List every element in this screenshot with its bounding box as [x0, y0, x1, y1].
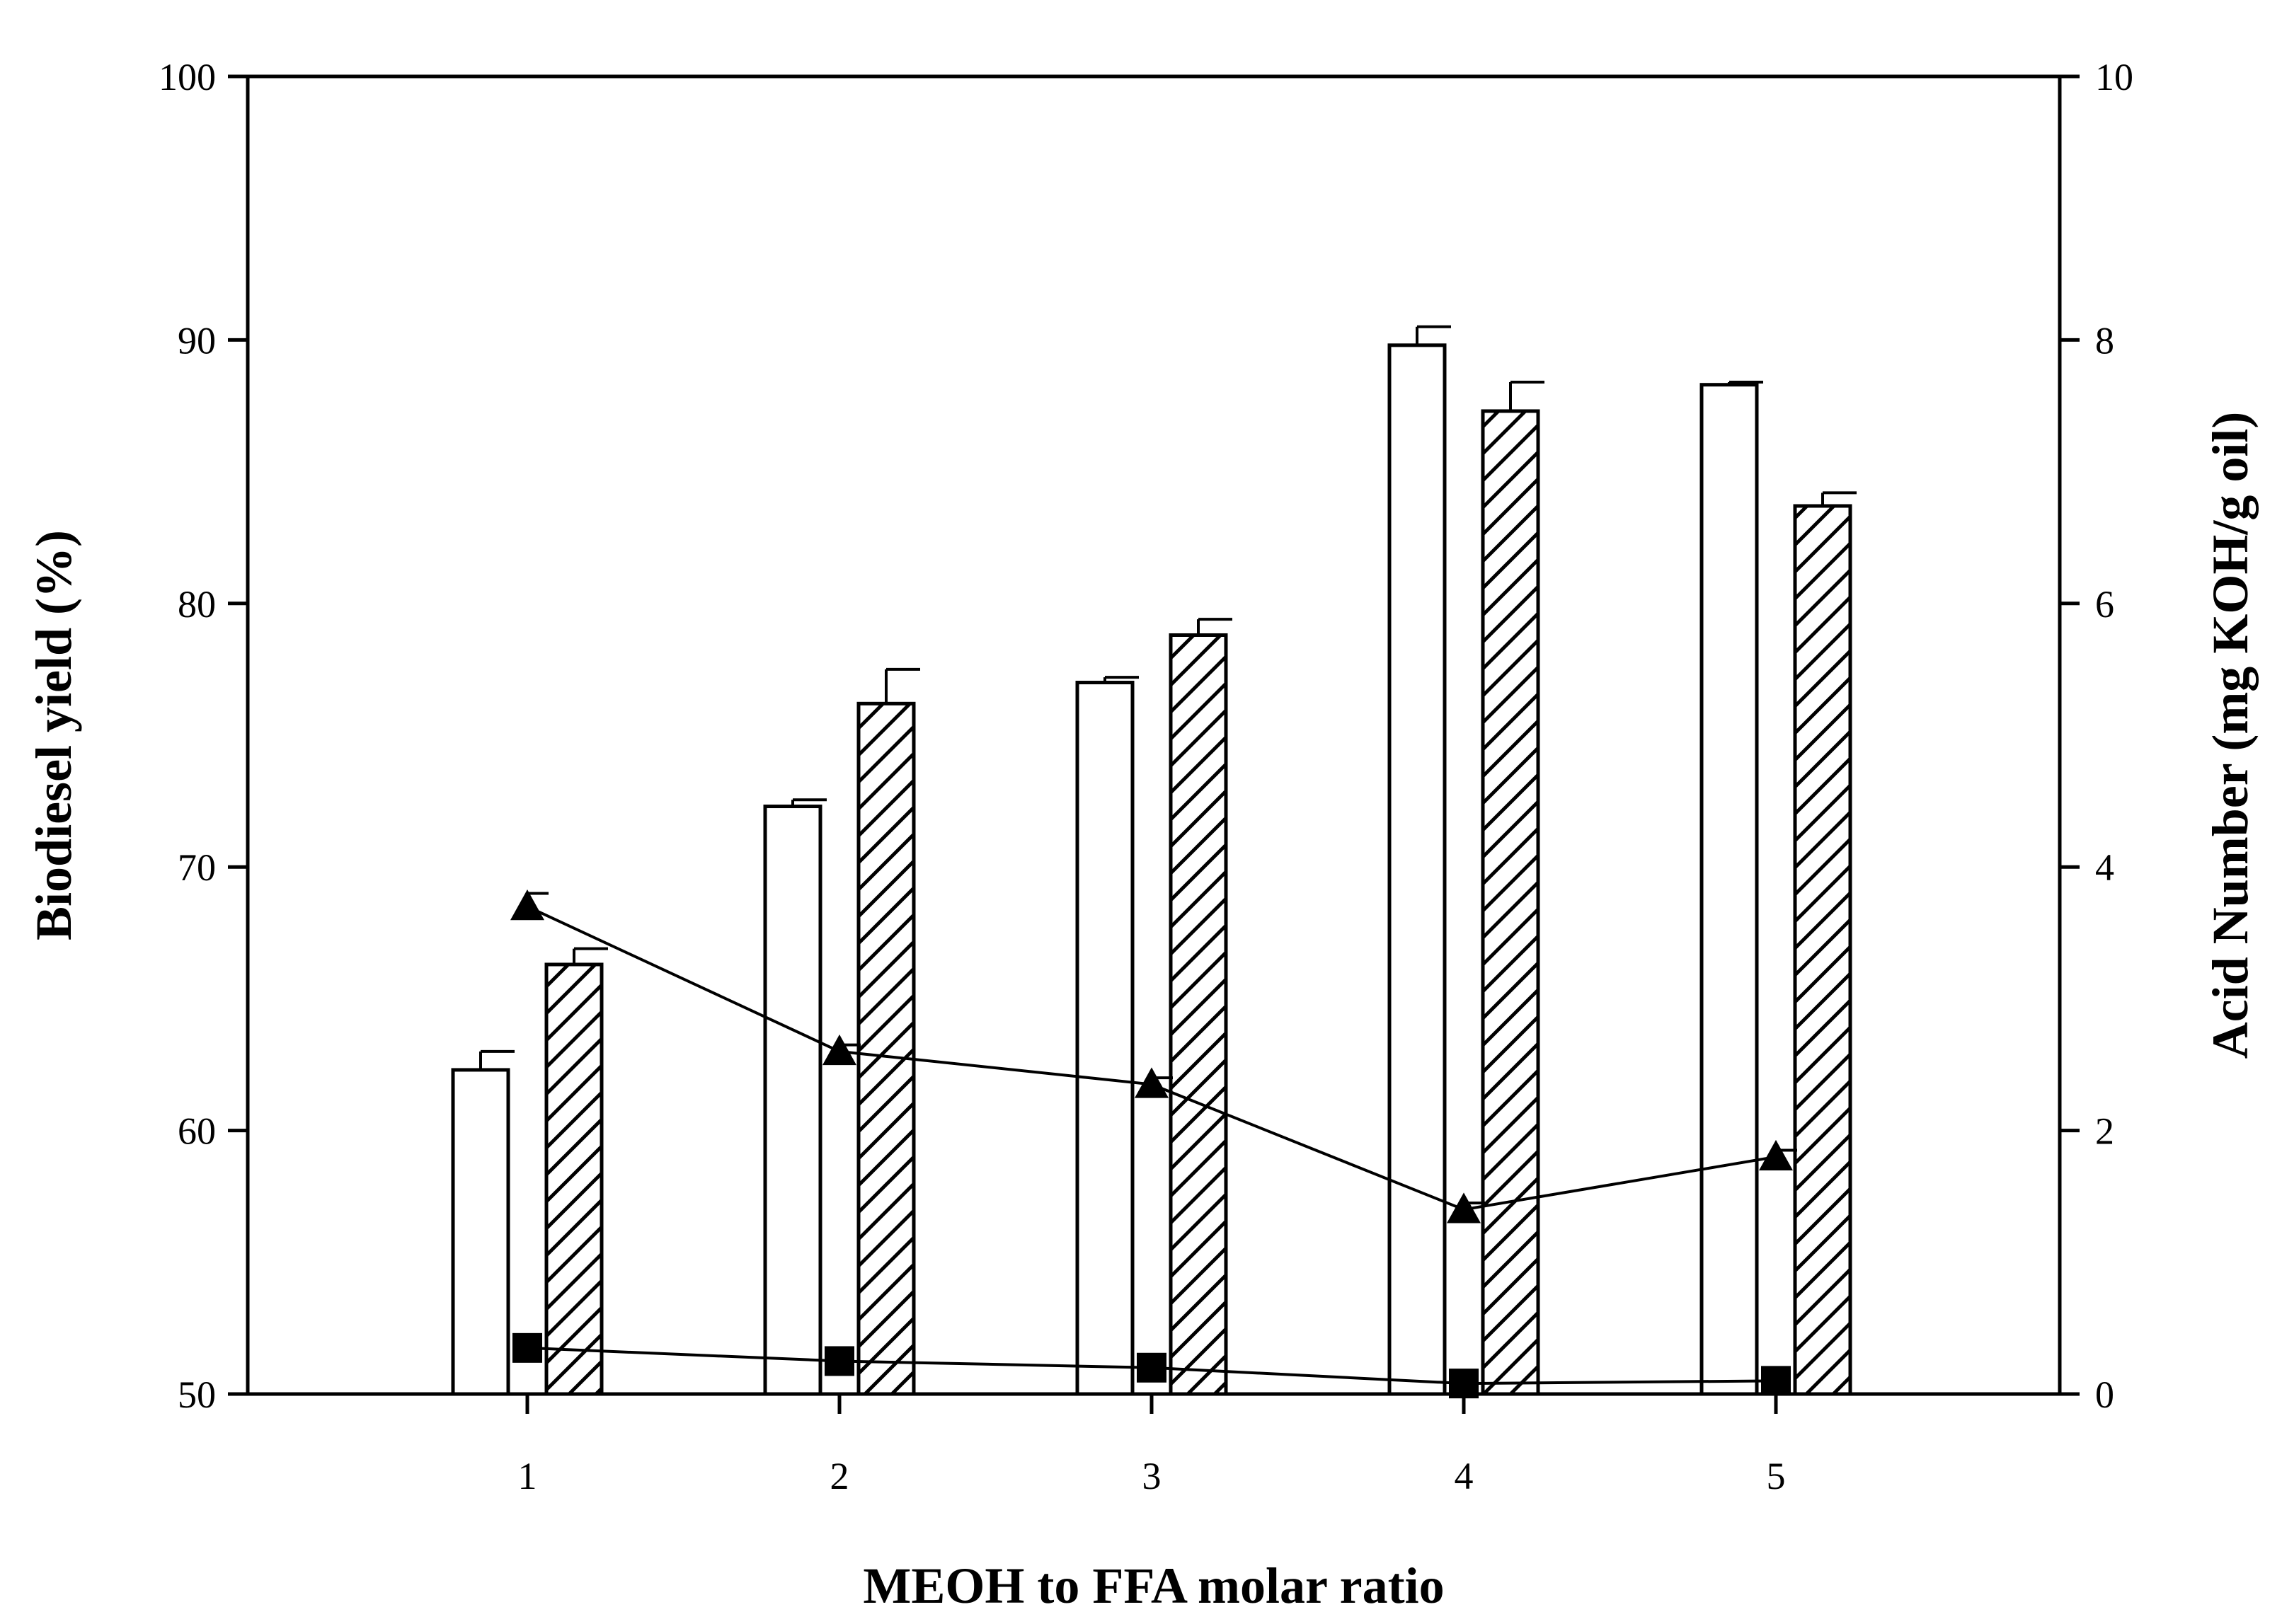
square-marker-cat1[interactable] — [512, 1332, 542, 1363]
bar-series2-cat2[interactable] — [856, 701, 916, 1396]
y-tick-label: 80 — [178, 583, 216, 626]
y2-tick-label: 8 — [2095, 319, 2114, 362]
x-axis-title: MEOH to FFA molar ratio — [863, 1557, 1444, 1614]
triangle-marker-cat5[interactable] — [1759, 1139, 1793, 1171]
y-tick-label: 70 — [178, 846, 216, 889]
y2-axis-title: Acid Number (mg KOH/g oil) — [2202, 412, 2259, 1059]
x-tick-label: 1 — [518, 1455, 537, 1497]
x-tick-label: 3 — [1142, 1455, 1162, 1497]
triangle-marker-cat3[interactable] — [1135, 1067, 1169, 1098]
x-tick-label: 2 — [830, 1455, 849, 1497]
y2-tick-label: 0 — [2095, 1374, 2114, 1416]
y2-tick-label: 4 — [2095, 846, 2114, 889]
bar-series2-cat5[interactable] — [1793, 504, 1852, 1396]
x-tick-label: 4 — [1455, 1455, 1474, 1497]
square-marker-cat2[interactable] — [825, 1346, 854, 1376]
y2-tick-label: 10 — [2095, 56, 2133, 98]
bar-series1-cat2[interactable] — [763, 805, 822, 1396]
y-tick-label: 60 — [178, 1110, 216, 1153]
bar-series1-cat3[interactable] — [1075, 681, 1135, 1396]
y-tick-label: 100 — [159, 56, 216, 98]
y-axis-title: Biodiesel yield (%) — [25, 530, 82, 940]
y-tick-label: 90 — [178, 319, 216, 362]
bar-series2-cat3[interactable] — [1169, 633, 1228, 1396]
y2-tick-label: 2 — [2095, 1110, 2114, 1153]
line-series-triangle — [527, 905, 1777, 1211]
square-marker-cat3[interactable] — [1137, 1352, 1166, 1383]
y-tick-label: 50 — [178, 1374, 216, 1416]
bar-series1-cat5[interactable] — [1699, 383, 1759, 1396]
square-marker-cat5[interactable] — [1761, 1366, 1791, 1396]
bar-series1-cat1[interactable] — [451, 1068, 510, 1396]
y2-tick-label: 6 — [2095, 583, 2114, 626]
triangle-marker-cat2[interactable] — [822, 1034, 856, 1066]
bar-series1-cat4[interactable] — [1387, 343, 1447, 1396]
x-tick-label: 5 — [1767, 1455, 1786, 1497]
triangle-marker-cat4[interactable] — [1447, 1192, 1481, 1223]
bar-series2-cat4[interactable] — [1481, 409, 1540, 1396]
triangle-marker-cat1[interactable] — [510, 889, 544, 921]
bar-series2-cat1[interactable] — [544, 962, 604, 1396]
